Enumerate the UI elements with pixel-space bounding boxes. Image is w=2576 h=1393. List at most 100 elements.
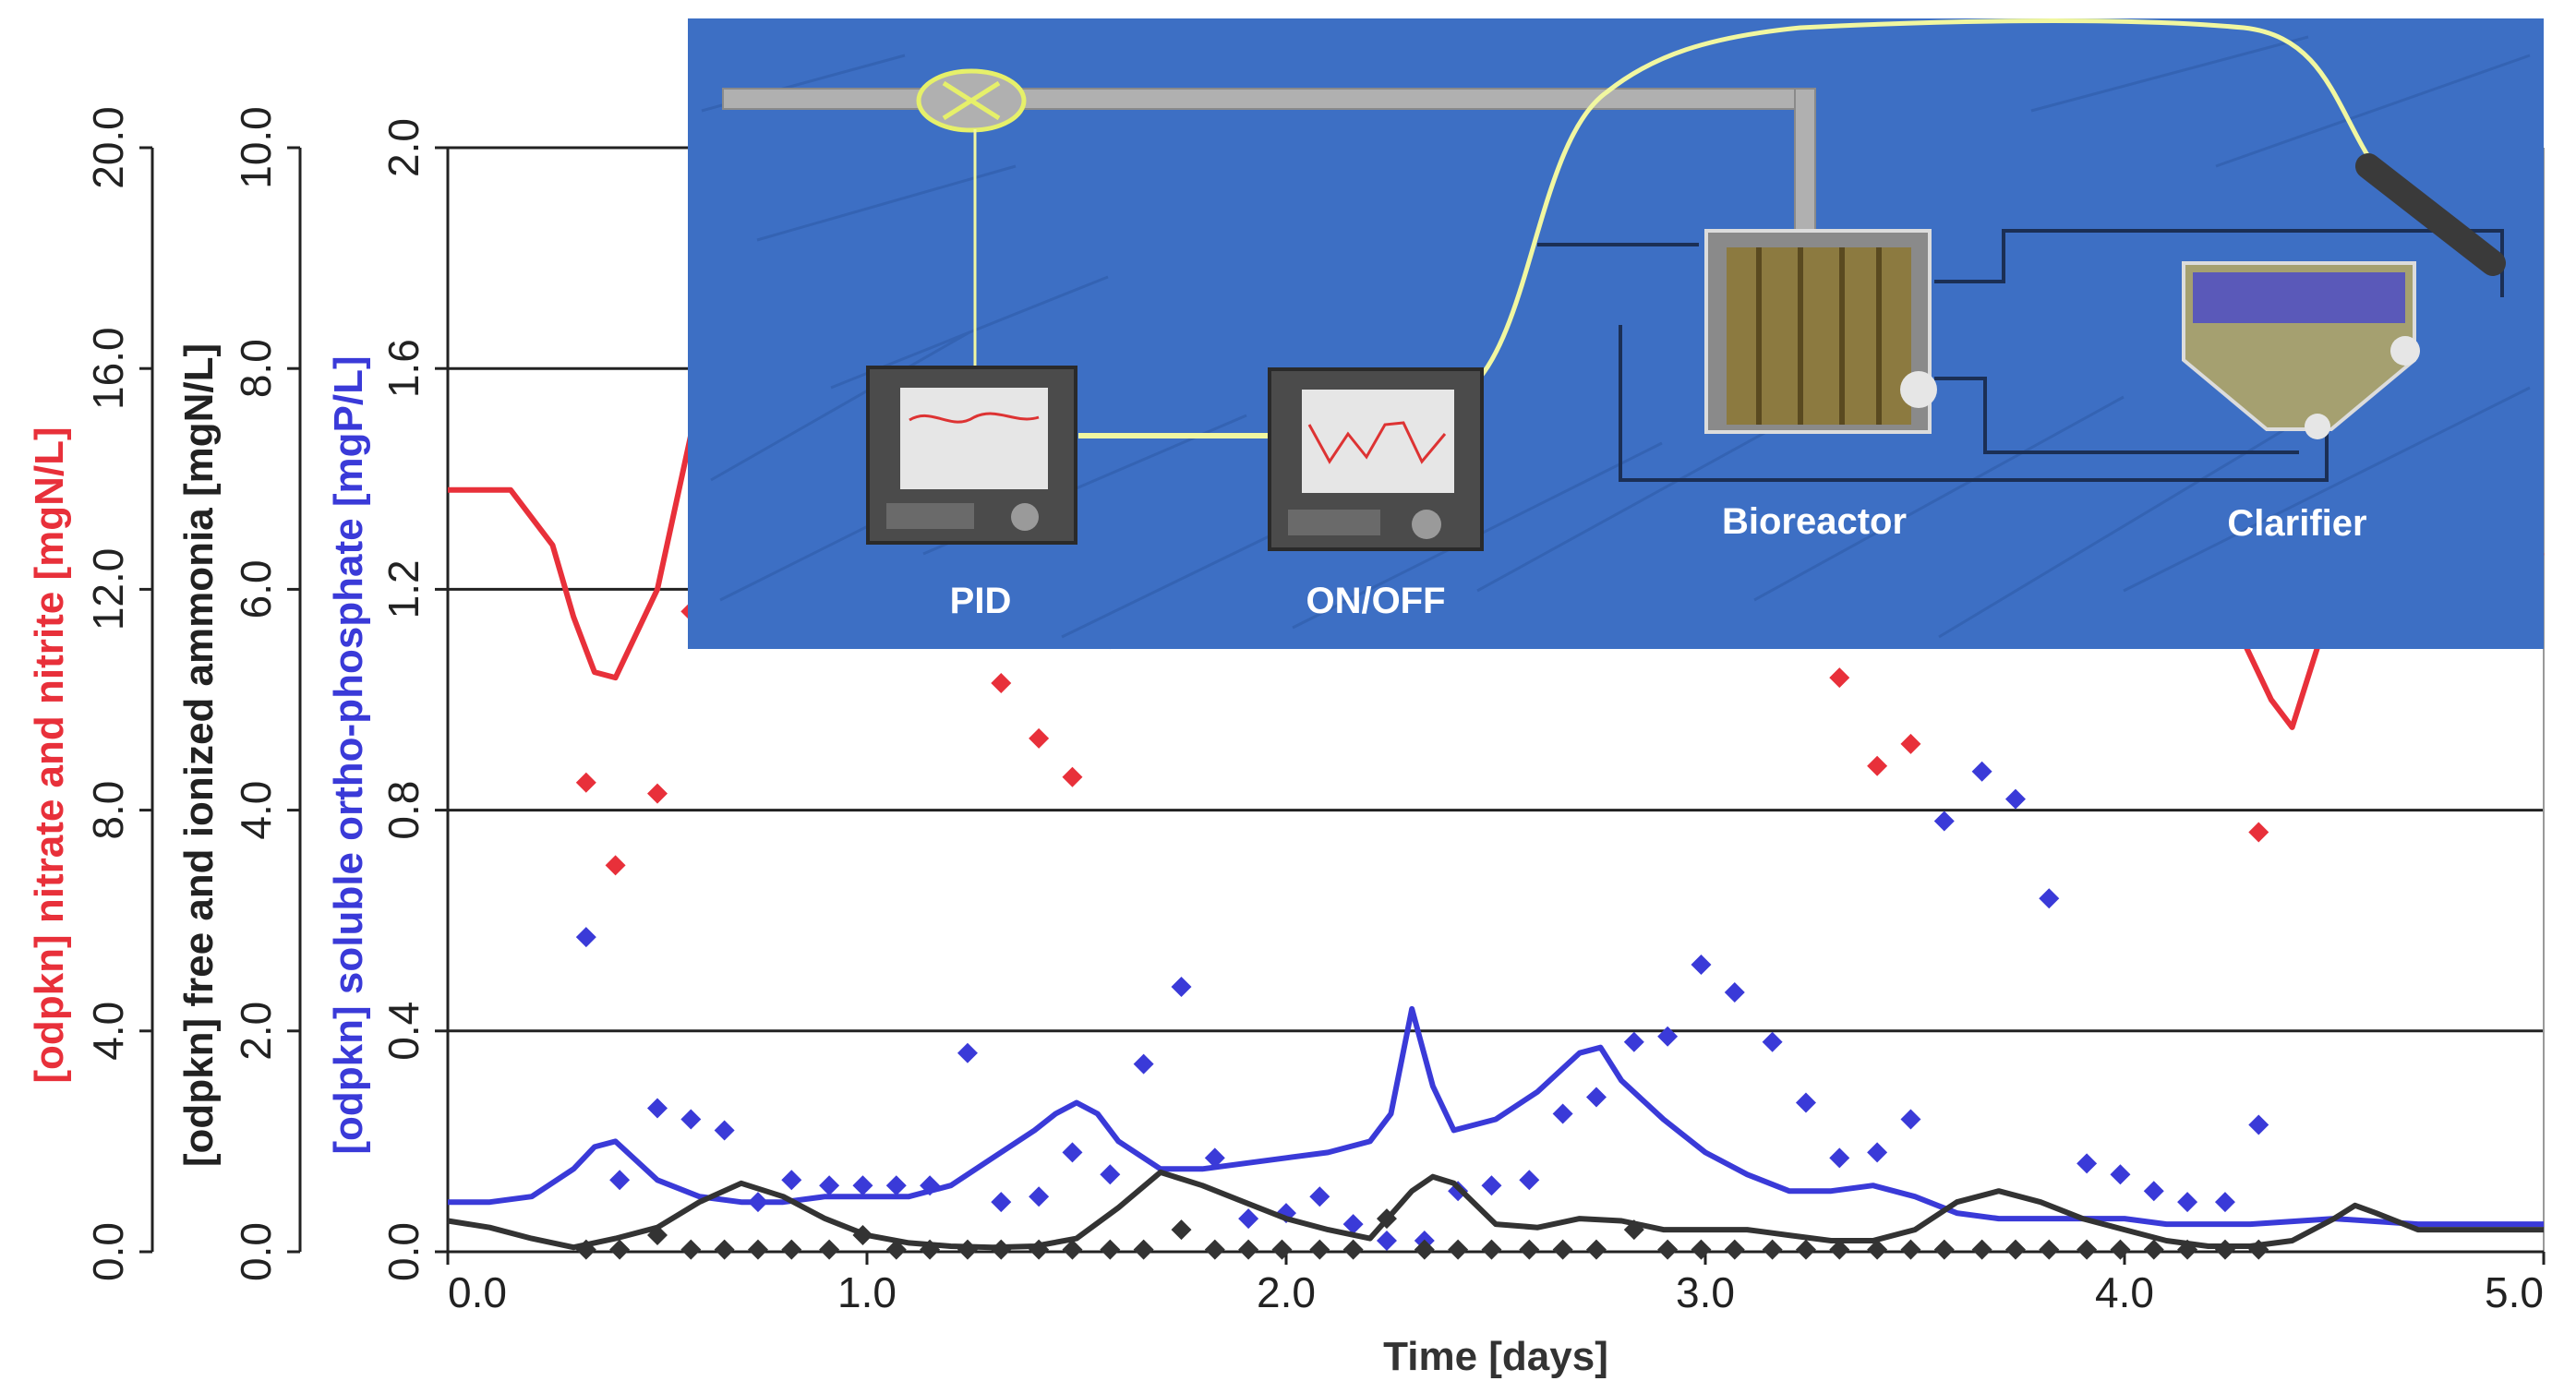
data-point-ammonia: [920, 1239, 941, 1260]
data-point-ammonia: [1971, 1239, 1992, 1260]
data-point-ammonia: [991, 1239, 1012, 1260]
data-point-ammonia: [680, 1239, 702, 1260]
series-line-phosphate: [448, 1005, 2544, 1228]
data-point-nitrate: [2248, 822, 2269, 843]
x-tick-label: 4.0: [2095, 1268, 2154, 1316]
data-point-phosphate: [1795, 1092, 1816, 1113]
data-point-ammonia: [1691, 1239, 1712, 1260]
data-point-ammonia: [2143, 1239, 2164, 1260]
data-point-phosphate: [1762, 1031, 1783, 1052]
data-point-phosphate: [781, 1170, 802, 1191]
main-pipe: [722, 88, 1816, 110]
data-point-ammonia: [1171, 1219, 1192, 1241]
y-tick-label-phosphate: 1.6: [379, 339, 427, 398]
data-point-phosphate: [1691, 955, 1712, 976]
data-point-ammonia: [2076, 1239, 2098, 1260]
data-point-nitrate: [647, 783, 668, 804]
data-point-phosphate: [1309, 1186, 1330, 1207]
data-point-ammonia: [1204, 1239, 1225, 1260]
data-point-ammonia: [819, 1239, 840, 1260]
y-tick-label-nitrate: 0.0: [84, 1222, 132, 1281]
data-point-nitrate: [605, 855, 626, 876]
process-lines: [1537, 229, 2504, 482]
data-point-ammonia: [1519, 1239, 1540, 1260]
y-axis-title-phosphate: [odpkn] soluble ortho-phosphate [mgP/L]: [326, 355, 371, 1154]
y-tick-label-ammonia: 0.0: [232, 1222, 280, 1281]
data-point-ammonia: [2004, 1239, 2026, 1260]
data-point-phosphate: [2039, 888, 2060, 909]
data-point-phosphate: [2143, 1181, 2164, 1202]
data-point-ammonia: [1829, 1239, 1850, 1260]
data-point-ammonia: [852, 1225, 873, 1246]
data-point-ammonia: [575, 1239, 596, 1260]
data-point-ammonia: [1481, 1239, 1502, 1260]
sensor-signal-line: [1477, 18, 2380, 380]
data-point-ammonia: [1414, 1239, 1435, 1260]
y-tick-label-ammonia: 10.0: [232, 106, 280, 189]
data-point-nitrate: [1062, 766, 1083, 787]
data-point-phosphate: [647, 1098, 668, 1119]
x-tick-label: 2.0: [1257, 1268, 1316, 1316]
data-point-ammonia: [1552, 1239, 1573, 1260]
data-point-ammonia: [1342, 1239, 1364, 1260]
data-point-phosphate: [1552, 1103, 1573, 1124]
data-point-phosphate: [885, 1175, 907, 1196]
data-point-phosphate: [1724, 981, 1745, 1003]
data-point-phosphate: [1171, 976, 1192, 997]
clarifier-label: Clarifier: [2227, 503, 2366, 544]
data-point-phosphate: [2110, 1164, 2131, 1185]
data-point-phosphate: [747, 1192, 768, 1213]
data-point-phosphate: [1204, 1147, 1225, 1169]
data-point-phosphate: [1657, 1026, 1679, 1047]
y-tick-label-phosphate: 1.2: [379, 559, 427, 618]
x-tick-label: 3.0: [1676, 1268, 1735, 1316]
data-point-phosphate: [714, 1120, 735, 1141]
data-point-ammonia: [1376, 1208, 1397, 1230]
data-point-ammonia: [1309, 1239, 1330, 1260]
x-tick-label: 0.0: [448, 1268, 507, 1316]
y-tick-label-nitrate: 20.0: [84, 106, 132, 189]
data-point-ammonia: [1029, 1239, 1050, 1260]
x-tick-label: 5.0: [2485, 1268, 2544, 1316]
data-point-ammonia: [1795, 1239, 1816, 1260]
data-point-phosphate: [920, 1175, 941, 1196]
data-point-ammonia: [1933, 1239, 1955, 1260]
data-point-phosphate: [1829, 1147, 1850, 1169]
data-point-ammonia: [957, 1239, 978, 1260]
clarifier-icon: [2182, 261, 2420, 439]
y-tick-label-ammonia: 4.0: [232, 781, 280, 840]
data-point-nitrate: [575, 772, 596, 793]
data-point-ammonia: [1133, 1239, 1154, 1260]
y-tick-label-phosphate: 0.4: [379, 1002, 427, 1061]
bioreactor-icon: [1704, 229, 1937, 434]
y-tick-label-ammonia: 8.0: [232, 339, 280, 398]
y-tick-label-nitrate: 8.0: [84, 781, 132, 840]
y-tick-label-nitrate: 4.0: [84, 1002, 132, 1061]
data-point-ammonia: [2248, 1239, 2269, 1260]
data-point-ammonia: [2214, 1239, 2235, 1260]
data-point-ammonia: [1867, 1239, 1888, 1260]
drop-pipe: [1794, 88, 1816, 246]
y-tick-label-phosphate: 0.8: [379, 781, 427, 840]
data-point-ammonia: [2039, 1239, 2060, 1260]
x-axis-title: Time [days]: [1383, 1334, 1608, 1379]
data-point-ammonia: [885, 1239, 907, 1260]
data-point-ammonia: [1900, 1239, 1921, 1260]
data-point-ammonia: [714, 1239, 735, 1260]
data-point-phosphate: [680, 1109, 702, 1130]
data-point-ammonia: [609, 1239, 631, 1260]
data-point-phosphate: [1933, 811, 1955, 832]
data-point-ammonia: [781, 1239, 802, 1260]
data-point-phosphate: [1900, 1109, 1921, 1130]
data-point-ammonia: [1238, 1239, 1259, 1260]
data-point-phosphate: [1519, 1170, 1540, 1191]
inset-texture: [701, 35, 2531, 639]
valve-cross-icon: [942, 80, 1001, 121]
data-point-phosphate: [2214, 1192, 2235, 1213]
y-tick-label-phosphate: 0.0: [379, 1222, 427, 1281]
data-point-phosphate: [2076, 1153, 2098, 1174]
data-point-nitrate: [991, 673, 1012, 694]
data-point-phosphate: [819, 1175, 840, 1196]
data-point-nitrate: [1029, 727, 1050, 749]
